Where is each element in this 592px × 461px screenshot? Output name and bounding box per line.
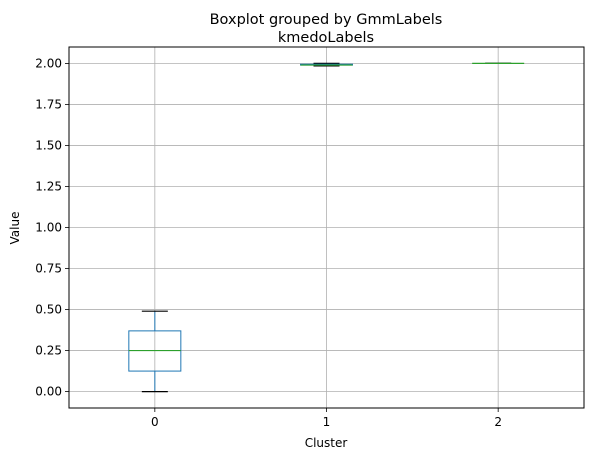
box-group-1 xyxy=(300,62,353,67)
y-axis: 0.00 0.25 0.50 0.75 1.00 1.25 1.50 1.75 2.00 xyxy=(35,56,69,399)
y-tick-label: 2.00 xyxy=(35,56,62,70)
y-tick-label: 0.75 xyxy=(35,262,62,276)
x-tick-label: 2 xyxy=(494,415,502,429)
y-tick-label: 0.00 xyxy=(35,385,62,399)
chart-suptitle: Boxplot grouped by GmmLabels xyxy=(210,12,443,28)
y-tick-label: 0.50 xyxy=(35,303,62,317)
y-tick-label: 1.75 xyxy=(35,97,62,111)
box-group-0 xyxy=(128,310,182,393)
x-tick-label: 1 xyxy=(323,415,331,429)
chart-title: kmedoLabels xyxy=(278,30,374,46)
box-layer xyxy=(128,62,525,393)
y-tick-label: 1.00 xyxy=(35,221,62,235)
grid-layer xyxy=(69,47,584,408)
y-tick-label: 1.50 xyxy=(35,138,62,152)
y-axis-label: Value xyxy=(8,212,22,245)
y-tick-label: 0.25 xyxy=(35,344,62,358)
y-tick-label: 1.25 xyxy=(35,179,62,193)
x-axis: 0 1 2 xyxy=(151,408,502,429)
x-axis-label: Cluster xyxy=(305,436,348,450)
x-tick-label: 0 xyxy=(151,415,159,429)
